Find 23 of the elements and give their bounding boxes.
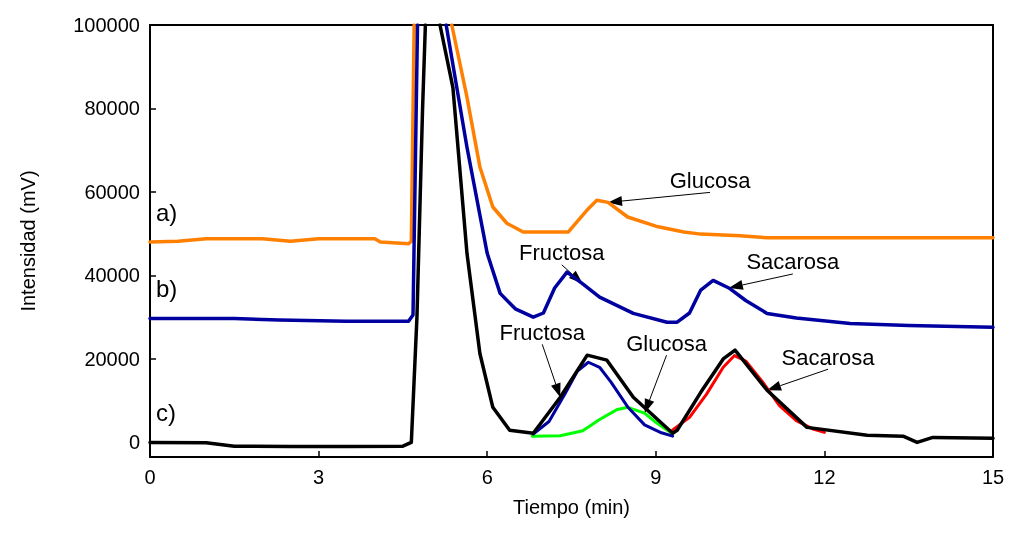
y-tick-label: 0 (128, 431, 140, 454)
x-tick-label: 6 (481, 466, 493, 488)
annotation: Glucosa (669, 167, 752, 193)
annotation: Glucosa (626, 330, 708, 356)
y-tick-label: 80000 (84, 97, 140, 120)
x-tick-label: 12 (813, 466, 836, 488)
x-axis-title: Tiempo (min) (512, 496, 631, 518)
y-tick-label: 100000 (73, 14, 140, 36)
y-tick-label: 40000 (84, 264, 140, 287)
series-label: c) (156, 398, 176, 426)
series-label: b) (156, 274, 178, 302)
annotation: Fructosa (518, 240, 606, 266)
annotation: Sacarosa (746, 249, 841, 275)
annotation: Sacarosa (781, 344, 876, 370)
x-tick-label: 15 (981, 466, 1005, 488)
x-tick-label: 9 (650, 466, 662, 488)
x-tick-label: 3 (313, 466, 325, 488)
x-tick-label: 0 (144, 466, 156, 488)
y-tick-label: 60000 (84, 180, 140, 203)
annotation: Fructosa (499, 319, 586, 345)
series-label: a) (156, 198, 178, 226)
y-axis-title: Intensidad (mV) (17, 170, 39, 312)
y-tick-label: 20000 (84, 347, 140, 370)
